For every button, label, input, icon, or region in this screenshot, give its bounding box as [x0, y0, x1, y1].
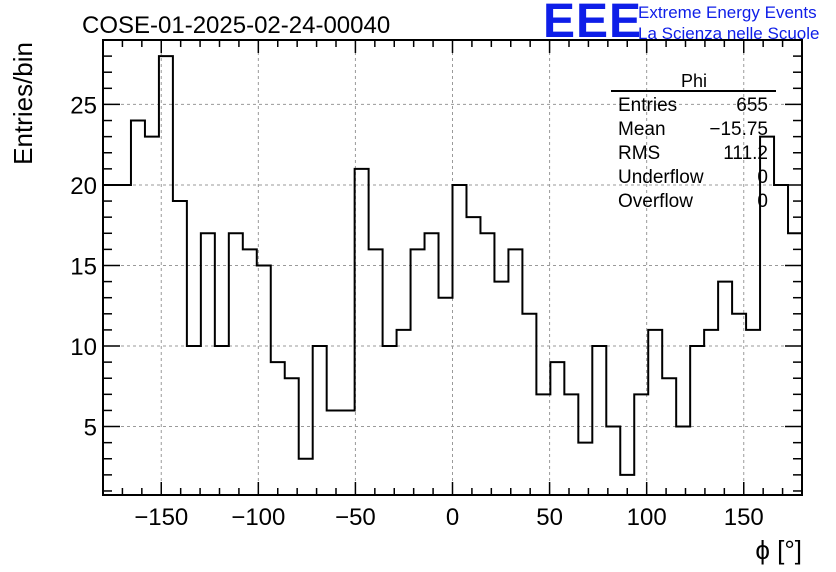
stats-value: 0: [757, 167, 768, 188]
stats-label: Entries: [618, 95, 677, 116]
stats-label: Mean: [618, 119, 666, 140]
stats-label: Overflow: [618, 191, 693, 212]
stats-value: 655: [736, 95, 768, 116]
y-tick-label: 5: [84, 415, 97, 442]
stats-box-title: Phi: [681, 71, 707, 91]
y-tick-label: 25: [70, 92, 97, 119]
y-axis-title: Entries/bin: [8, 42, 38, 165]
stats-box: Phi Entries 655 Mean −15.75 RMS 111.2 Underflo…: [611, 71, 776, 212]
y-axis-tick-labels: 5 10 15 20 25: [70, 92, 97, 441]
x-axis-tick-labels: −150 −100 −50 0 50 100 150: [134, 504, 764, 531]
y-tick-label: 20: [70, 173, 97, 200]
stats-value: 0: [757, 191, 768, 212]
stats-label: Underflow: [618, 167, 704, 188]
x-tick-label: −50: [335, 504, 376, 531]
stats-value: 111.2: [723, 143, 768, 164]
x-tick-label: 50: [536, 504, 563, 531]
x-tick-label: 0: [446, 504, 459, 531]
logo-line-1: Extreme Energy Events: [638, 3, 817, 22]
histogram-outline: [103, 55, 802, 476]
x-tick-label: −150: [134, 504, 188, 531]
eee-logo: EEE: [543, 0, 643, 48]
stats-value: −15.75: [709, 119, 768, 140]
chart-title: COSE-01-2025-02-24-00040: [82, 12, 390, 39]
logo-line-2: La Scienza nelle Scuole: [638, 24, 820, 43]
y-tick-label: 15: [70, 253, 97, 280]
histogram-series: [103, 55, 802, 476]
x-tick-label: 100: [627, 504, 667, 531]
stats-label: RMS: [618, 143, 660, 164]
x-tick-label: 150: [724, 504, 764, 531]
x-axis-title: ϕ [°]: [755, 535, 802, 565]
y-tick-label: 10: [70, 334, 97, 361]
x-tick-label: −100: [231, 504, 285, 531]
axis-ticks: [103, 40, 803, 495]
